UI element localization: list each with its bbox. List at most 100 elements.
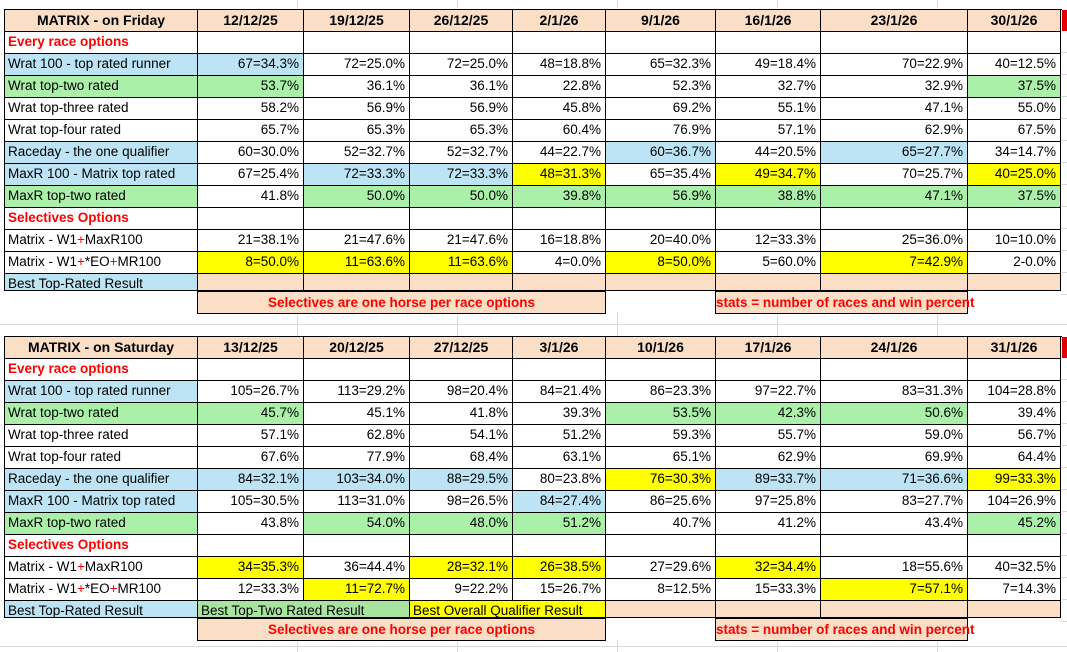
date-header[interactable]: 31/1/26	[968, 337, 1061, 359]
value-cell[interactable]: 72=25.0%	[410, 54, 513, 76]
value-cell[interactable]: 22.8%	[513, 76, 606, 98]
date-header[interactable]: 9/1/26	[606, 10, 716, 32]
value-cell[interactable]: 104=28.8%	[968, 381, 1061, 403]
empty-cell[interactable]	[304, 208, 410, 230]
row-label[interactable]: Wrat 100 - top rated runner	[5, 54, 198, 76]
table-title[interactable]: MATRIX - on Friday	[5, 10, 198, 32]
value-cell[interactable]: 60.4%	[513, 120, 606, 142]
empty-cell[interactable]	[968, 208, 1061, 230]
row-label[interactable]: MaxR 100 - Matrix top rated	[5, 164, 198, 186]
value-cell[interactable]: 36=44.4%	[304, 557, 410, 579]
empty-cell[interactable]	[968, 535, 1061, 557]
value-cell[interactable]: 21=47.6%	[410, 230, 513, 252]
value-cell[interactable]: 8=50.0%	[606, 252, 716, 274]
value-cell[interactable]: 43.8%	[198, 513, 304, 535]
value-cell[interactable]: 98=20.4%	[410, 381, 513, 403]
best-result-cell[interactable]	[716, 601, 821, 618]
best-result-cell[interactable]	[821, 601, 968, 618]
value-cell[interactable]: 25=36.0%	[821, 230, 968, 252]
best-result-cell[interactable]	[716, 274, 821, 291]
value-cell[interactable]: 77.9%	[304, 447, 410, 469]
value-cell[interactable]: 72=33.3%	[410, 164, 513, 186]
row-label[interactable]: Matrix - W1+MaxR100	[5, 230, 198, 252]
value-cell[interactable]: 56.7%	[968, 425, 1061, 447]
best-result-cell[interactable]: Best Overall Qualifier Result	[410, 601, 606, 618]
empty-cell[interactable]	[198, 359, 304, 381]
value-cell[interactable]: 52.3%	[606, 76, 716, 98]
row-label[interactable]: Wrat top-four rated	[5, 447, 198, 469]
value-cell[interactable]: 26=38.5%	[513, 557, 606, 579]
date-header[interactable]: 16/1/26	[716, 10, 821, 32]
value-cell[interactable]: 56.9%	[410, 98, 513, 120]
value-cell[interactable]: 51.2%	[513, 513, 606, 535]
value-cell[interactable]: 67.6%	[198, 447, 304, 469]
value-cell[interactable]: 4=0.0%	[513, 252, 606, 274]
best-result-label[interactable]: Best Top-Rated Result	[5, 601, 198, 618]
empty-cell[interactable]	[198, 535, 304, 557]
value-cell[interactable]: 45.7%	[198, 403, 304, 425]
row-label[interactable]: Wrat top-four rated	[5, 120, 198, 142]
value-cell[interactable]: 65=27.7%	[821, 142, 968, 164]
value-cell[interactable]: 50.6%	[821, 403, 968, 425]
value-cell[interactable]: 32.9%	[821, 76, 968, 98]
value-cell[interactable]: 45.8%	[513, 98, 606, 120]
value-cell[interactable]: 34=35.3%	[198, 557, 304, 579]
value-cell[interactable]: 39.3%	[513, 403, 606, 425]
value-cell[interactable]: 12=33.3%	[198, 579, 304, 601]
empty-cell[interactable]	[716, 535, 821, 557]
value-cell[interactable]: 41.2%	[716, 513, 821, 535]
row-label[interactable]: Matrix - W1+*EO+MR100	[5, 579, 198, 601]
value-cell[interactable]: 105=30.5%	[198, 491, 304, 513]
row-label[interactable]: Matrix - W1+MaxR100	[5, 557, 198, 579]
row-label[interactable]: Raceday - the one qualifier	[5, 469, 198, 491]
value-cell[interactable]: 55.7%	[716, 425, 821, 447]
empty-cell[interactable]	[410, 535, 513, 557]
row-label[interactable]: Wrat top-two rated	[5, 76, 198, 98]
row-label[interactable]: Wrat top-three rated	[5, 98, 198, 120]
value-cell[interactable]: 36.1%	[304, 76, 410, 98]
value-cell[interactable]: 76.9%	[606, 120, 716, 142]
value-cell[interactable]: 86=25.6%	[606, 491, 716, 513]
value-cell[interactable]: 52=32.7%	[410, 142, 513, 164]
value-cell[interactable]: 2-0.0%	[968, 252, 1061, 274]
empty-cell[interactable]	[821, 208, 968, 230]
best-result-cell[interactable]	[198, 274, 304, 291]
value-cell[interactable]: 10=10.0%	[968, 230, 1061, 252]
empty-cell[interactable]	[198, 208, 304, 230]
value-cell[interactable]: 7=42.9%	[821, 252, 968, 274]
value-cell[interactable]: 12=33.3%	[716, 230, 821, 252]
value-cell[interactable]: 48=18.8%	[513, 54, 606, 76]
date-header[interactable]: 19/12/25	[304, 10, 410, 32]
value-cell[interactable]: 71=36.6%	[821, 469, 968, 491]
best-result-cell[interactable]	[513, 274, 606, 291]
value-cell[interactable]: 50.0%	[410, 186, 513, 208]
value-cell[interactable]: 50.0%	[304, 186, 410, 208]
best-result-cell[interactable]: Best Top-Two Rated Result	[198, 601, 410, 618]
section-label[interactable]: Every race options	[5, 359, 198, 381]
empty-cell[interactable]	[716, 359, 821, 381]
value-cell[interactable]: 39.4%	[968, 403, 1061, 425]
date-header[interactable]: 26/12/25	[410, 10, 513, 32]
value-cell[interactable]: 15=33.3%	[716, 579, 821, 601]
value-cell[interactable]: 8=50.0%	[198, 252, 304, 274]
red-edge-cell[interactable]	[1061, 10, 1067, 31]
best-result-cell[interactable]	[606, 601, 716, 618]
value-cell[interactable]: 55.1%	[716, 98, 821, 120]
value-cell[interactable]: 67.5%	[968, 120, 1061, 142]
value-cell[interactable]: 16=18.8%	[513, 230, 606, 252]
value-cell[interactable]: 60=36.7%	[606, 142, 716, 164]
row-label[interactable]: Raceday - the one qualifier	[5, 142, 198, 164]
date-header[interactable]: 23/1/26	[821, 10, 968, 32]
value-cell[interactable]: 5=60.0%	[716, 252, 821, 274]
date-header[interactable]: 20/12/25	[304, 337, 410, 359]
value-cell[interactable]: 59.0%	[821, 425, 968, 447]
table-title[interactable]: MATRIX - on Saturday	[5, 337, 198, 359]
value-cell[interactable]: 72=33.3%	[304, 164, 410, 186]
date-header[interactable]: 3/1/26	[513, 337, 606, 359]
empty-cell[interactable]	[821, 359, 968, 381]
value-cell[interactable]: 51.2%	[513, 425, 606, 447]
value-cell[interactable]: 70=25.7%	[821, 164, 968, 186]
empty-cell[interactable]	[304, 535, 410, 557]
value-cell[interactable]: 63.1%	[513, 447, 606, 469]
value-cell[interactable]: 62.8%	[304, 425, 410, 447]
